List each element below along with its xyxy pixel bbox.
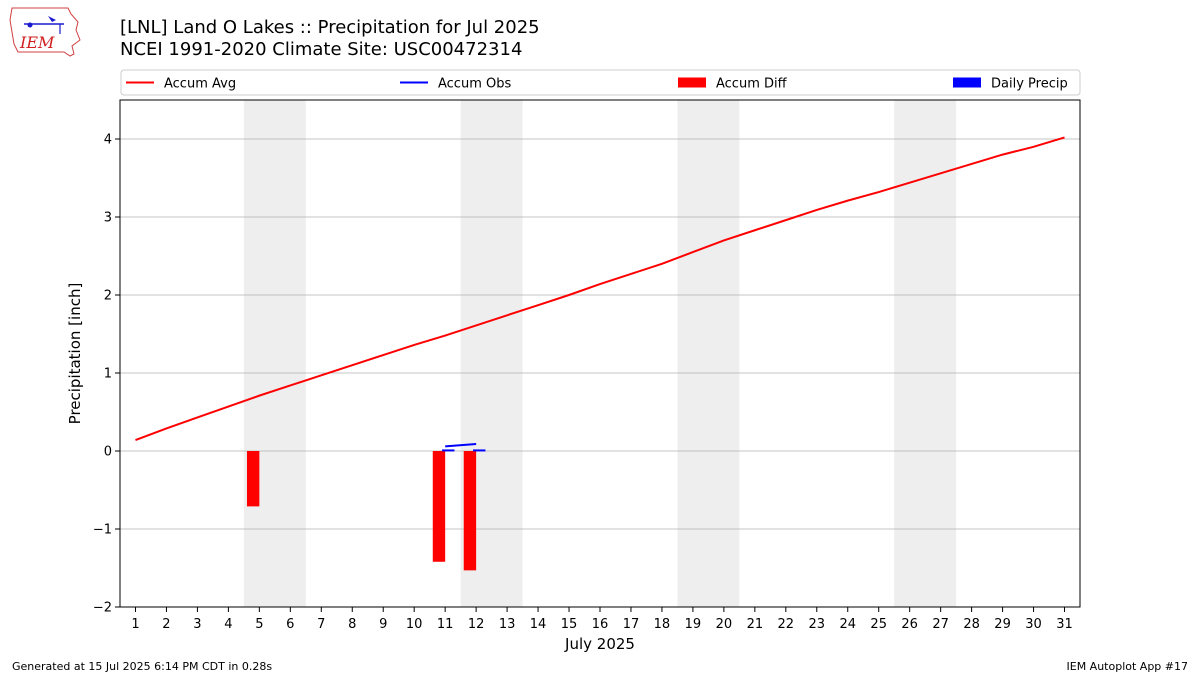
x-tick-label: 24 [839, 617, 856, 632]
x-tick-label: 20 [716, 617, 733, 632]
accum-diff-bar [432, 451, 446, 562]
x-tick-label: 25 [870, 617, 887, 632]
x-tick-label: 26 [901, 617, 918, 632]
x-tick-label: 9 [379, 617, 387, 632]
x-tick-label: 31 [1056, 617, 1073, 632]
generated-timestamp: Generated at 15 Jul 2025 6:14 PM CDT in … [12, 660, 273, 673]
x-tick-label: 17 [623, 617, 640, 632]
x-tick-label: 19 [685, 617, 702, 632]
y-tick-label: 1 [104, 367, 112, 382]
chart-title: [LNL] Land O Lakes :: Precipitation for … [120, 17, 540, 38]
x-tick-label: 16 [592, 617, 609, 632]
y-axis: −2 −1 0 1 2 3 4 [93, 133, 120, 616]
x-tick-label: 13 [499, 617, 516, 632]
weekend-band [677, 100, 740, 607]
x-tick-label: 3 [193, 617, 201, 632]
x-tick-label: 11 [437, 617, 454, 632]
x-tick-label: 10 [406, 617, 423, 632]
x-tick-label: 27 [932, 617, 949, 632]
x-tick-label: 7 [317, 617, 325, 632]
y-tick-label: −1 [93, 523, 112, 538]
logo-text: IEM [19, 33, 55, 52]
x-tick-label: 2 [162, 617, 170, 632]
legend-swatch-accum-diff [678, 77, 706, 88]
legend-label-accum-obs: Accum Obs [438, 77, 511, 92]
weekend-shading [243, 100, 957, 607]
y-tick-label: 2 [104, 289, 112, 304]
x-tick-label: 1 [131, 617, 139, 632]
weekend-band [243, 100, 306, 607]
x-tick-label: 5 [255, 617, 263, 632]
x-tick-label: 12 [468, 617, 485, 632]
x-axis-label: July 2025 [564, 635, 635, 653]
chart-subtitle: NCEI 1991-2020 Climate Site: USC00472314 [120, 39, 523, 60]
legend: Accum Avg Accum Obs Accum Diff Daily Precip [120, 69, 1081, 96]
x-axis: 1 2 3 4 5 6 7 8 9 10 11 12 13 14 15 16 17 18 19 20 21 22 23 24 2… [131, 607, 1073, 632]
x-tick-label: 8 [348, 617, 356, 632]
x-tick-label: 21 [747, 617, 764, 632]
x-tick-label: 18 [654, 617, 671, 632]
x-tick-label: 29 [994, 617, 1011, 632]
x-tick-label: 6 [286, 617, 294, 632]
x-tick-label: 14 [530, 617, 547, 632]
accum-diff-bar [463, 451, 477, 571]
y-tick-label: 4 [104, 133, 112, 148]
bar-marks [246, 449, 486, 571]
daily-precip-bar [473, 449, 486, 452]
x-tick-label: 22 [778, 617, 795, 632]
y-axis-label: Precipitation [inch] [66, 283, 84, 425]
legend-swatch-daily-precip [953, 77, 981, 88]
y-tick-label: 0 [104, 445, 112, 460]
accum-diff-bar [246, 451, 260, 507]
legend-box [120, 69, 1081, 96]
x-tick-label: 30 [1025, 617, 1042, 632]
app-id: IEM Autoplot App #17 [1066, 660, 1189, 673]
x-tick-label: 15 [561, 617, 578, 632]
daily-precip-bar [442, 449, 455, 452]
accum-obs-line [445, 442, 477, 448]
legend-label-daily-precip: Daily Precip [991, 77, 1068, 92]
iem-logo: IEM [9, 7, 81, 57]
y-tick-label: −2 [93, 601, 112, 616]
legend-label-accum-diff: Accum Diff [716, 77, 788, 92]
x-tick-label: 4 [224, 617, 232, 632]
legend-label-accum-avg: Accum Avg [164, 77, 236, 92]
weekend-band [894, 100, 957, 607]
x-tick-label: 28 [963, 617, 980, 632]
x-tick-label: 23 [809, 617, 826, 632]
line-marks [135, 136, 1065, 448]
y-tick-label: 3 [104, 211, 112, 226]
accum-avg-line [135, 136, 1065, 442]
